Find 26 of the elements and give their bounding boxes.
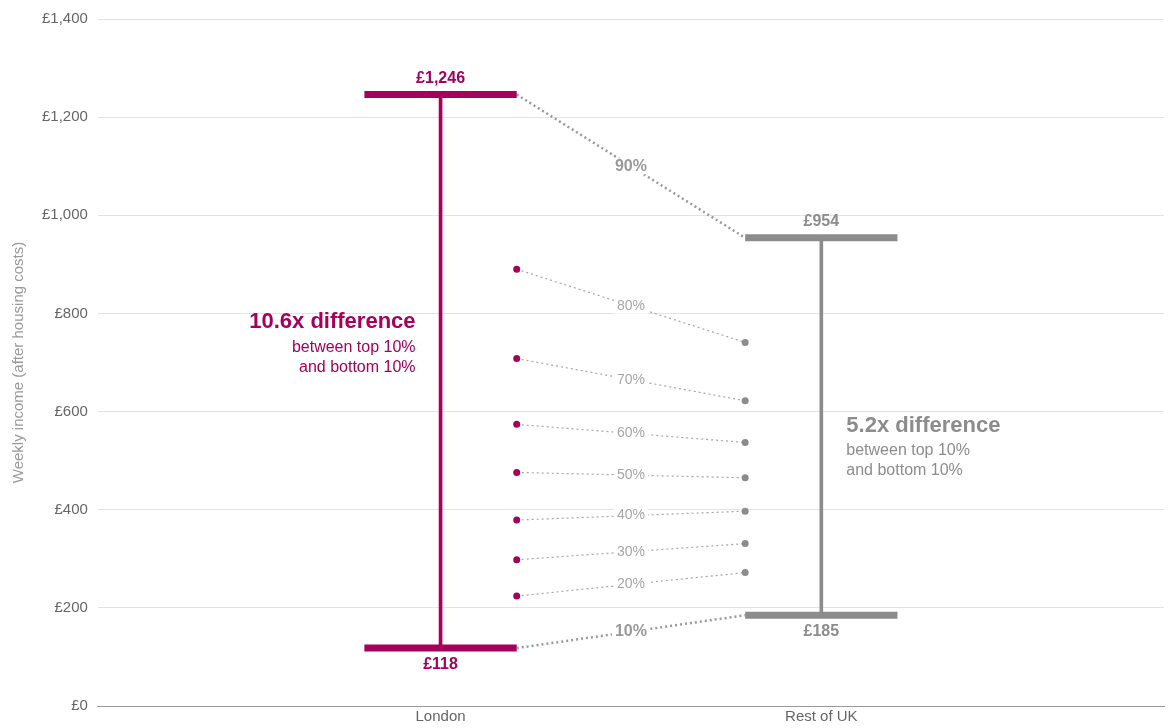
series-label: 70%	[616, 370, 645, 387]
series-label: 80%	[616, 296, 645, 313]
y-tick-label: £1,200	[41, 107, 88, 125]
annotation: 5.2x difference between top 10% and bottom 10%	[846, 411, 1001, 478]
annotation: 10.6x difference between top 10% and bottom 10%	[249, 308, 416, 375]
x-tick-label: Rest of UK	[785, 707, 858, 725]
series-label: 60%	[616, 424, 645, 441]
series-label: 30%	[616, 542, 645, 559]
y-tick-label: £200	[54, 598, 88, 615]
y-axis-title: Weekly income (after housing costs)	[9, 241, 27, 484]
y-tick-label: £400	[54, 499, 88, 517]
series-label: 20%	[616, 575, 645, 592]
y-tick-label: £1,400	[41, 9, 88, 27]
y-tick-label: £1,000	[41, 205, 88, 223]
series-label: 90%	[614, 156, 647, 174]
y-tick-label: £800	[54, 303, 88, 321]
series-label: 50%	[616, 465, 645, 482]
annotation: £185	[803, 621, 840, 639]
series-label: 10%	[614, 622, 647, 640]
x-tick-label: London	[415, 707, 466, 725]
series-label: 40%	[616, 506, 645, 523]
annotation: £954	[803, 212, 840, 230]
annotation: £118	[423, 654, 459, 672]
annotation: £1,246	[416, 68, 466, 86]
y-tick-label: £0	[71, 696, 88, 714]
y-tick-label: £600	[54, 401, 88, 419]
